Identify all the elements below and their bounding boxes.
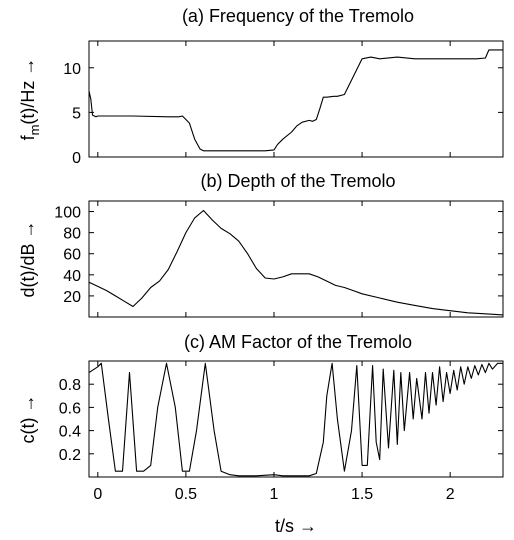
ytick-label: 0.2 xyxy=(59,447,81,464)
yticks-am: 0.2 0.4 0.6 0.8 xyxy=(59,377,503,464)
xticks-frequency xyxy=(97,41,451,157)
axis-label-am: c(t) → xyxy=(18,395,38,444)
ylabel-frequency: fm(t)/Hz → xyxy=(18,58,42,141)
panel-am: (c) AM Factor of the Tremolo 0.20.40.60.… xyxy=(18,332,504,536)
xtick-label: 0.5 xyxy=(175,486,197,503)
panel-title-depth: (b) Depth of the Tremolo xyxy=(200,171,395,191)
ytick-label: 10 xyxy=(63,61,81,78)
axis-label-depth: d(t)/dB → xyxy=(18,220,38,297)
axes-frame-am xyxy=(88,360,504,478)
xtick-label: 1.5 xyxy=(351,486,373,503)
am-curve xyxy=(88,362,503,477)
axes-frame-frequency xyxy=(88,40,504,158)
xtick-label: 1 xyxy=(270,486,279,503)
panel-title-frequency: (a) Frequency of the Tremolo xyxy=(182,6,414,26)
axis-label-frequency: fm(t)/Hz → xyxy=(18,58,42,141)
panel-depth: (b) Depth of the Tremolo 20 40 60 80 100 d(t… xyxy=(18,171,504,318)
ytick-label: 0.6 xyxy=(59,400,81,417)
yticks-depth: 20 40 60 80 100 xyxy=(54,205,503,306)
xtick-label: 0 xyxy=(93,486,102,503)
ytick-label: 0 xyxy=(72,150,81,167)
ytick-label: 20 xyxy=(63,289,81,306)
ytick-label: 40 xyxy=(63,268,81,285)
panel-frequency: (a) Frequency of the Tremolo 0 5 10 fm(t)/… xyxy=(18,6,504,167)
ytick-label: 0.8 xyxy=(59,377,81,394)
depth-curve xyxy=(88,209,504,316)
axis-label-time: t/s → xyxy=(275,516,317,536)
xticks-depth xyxy=(97,201,451,317)
ytick-label: 5 xyxy=(72,105,81,122)
frequency-curve xyxy=(88,49,503,152)
ytick-label: 60 xyxy=(63,247,81,264)
ytick-label: 0.4 xyxy=(59,424,81,441)
yticks-frequency: 0 5 10 xyxy=(63,61,503,167)
xticks-am: 0 0.5 1 1.5 2 xyxy=(93,361,455,503)
ytick-label: 80 xyxy=(63,226,81,243)
panel-title-am: (c) AM Factor of the Tremolo xyxy=(184,332,412,352)
ytick-label: 100 xyxy=(54,205,81,222)
axes-frame-depth xyxy=(88,200,504,318)
xtick-label: 2 xyxy=(446,486,455,503)
